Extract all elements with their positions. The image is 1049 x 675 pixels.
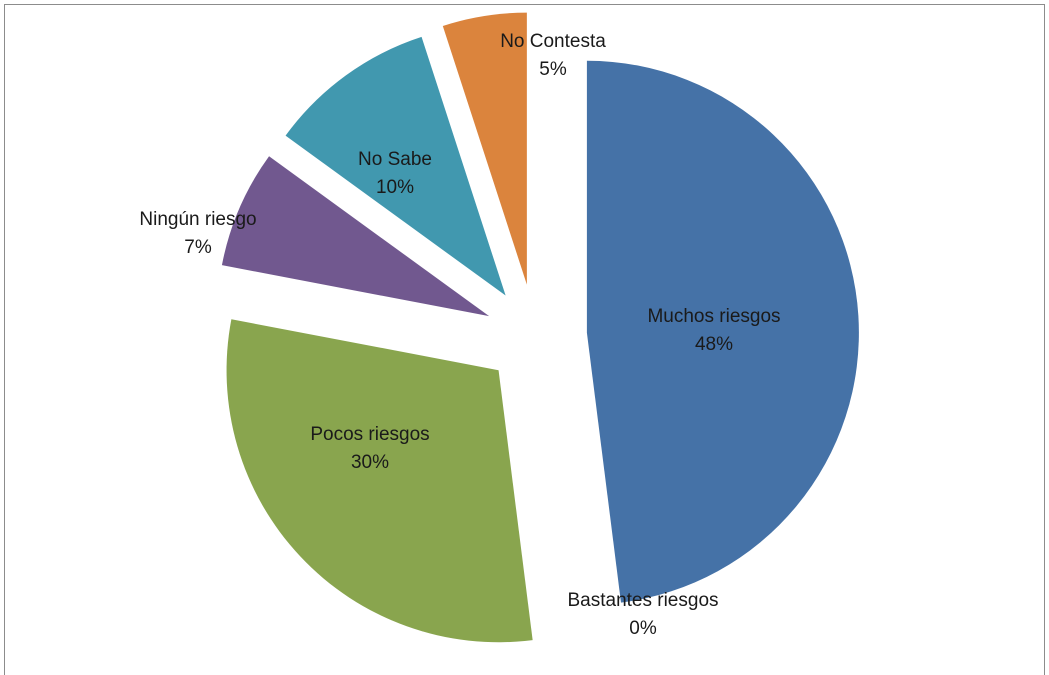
slice-no-contesta bbox=[442, 12, 527, 285]
label-value-no-sabe: 10% bbox=[376, 177, 414, 198]
label-name-bastantes-riesgos: Bastantes riesgos bbox=[567, 590, 718, 611]
label-name-pocos-riesgos: Pocos riesgos bbox=[310, 424, 429, 445]
slice-muchos-riesgos bbox=[586, 60, 859, 603]
label-value-muchos-riesgos: 48% bbox=[695, 334, 733, 355]
label-name-ningun-riesgo: Ningún riesgo bbox=[139, 209, 256, 230]
label-bastantes-riesgos: Bastantes riesgos 0% bbox=[567, 590, 718, 639]
label-name-muchos-riesgos: Muchos riesgos bbox=[647, 306, 780, 327]
label-name-no-sabe: No Sabe bbox=[358, 149, 432, 170]
label-name-no-contesta: No Contesta bbox=[500, 31, 606, 52]
label-no-sabe: No Sabe 10% bbox=[358, 149, 432, 198]
slice-no-sabe bbox=[285, 36, 506, 296]
label-value-no-contesta: 5% bbox=[539, 59, 567, 80]
label-value-bastantes-riesgos: 0% bbox=[629, 618, 657, 639]
label-no-contesta: No Contesta 5% bbox=[500, 31, 606, 80]
label-ningun-riesgo: Ningún riesgo 7% bbox=[139, 209, 256, 258]
slice-labels: Muchos riesgos 48% Bastantes riesgos 0% Poco… bbox=[139, 31, 780, 639]
label-muchos-riesgos: Muchos riesgos 48% bbox=[647, 306, 780, 355]
pie-slices bbox=[221, 12, 859, 643]
slice-ningun-riesgo bbox=[221, 156, 490, 317]
label-pocos-riesgos: Pocos riesgos 30% bbox=[310, 424, 429, 473]
label-value-ningun-riesgo: 7% bbox=[184, 237, 212, 258]
slice-pocos-riesgos bbox=[226, 319, 533, 643]
label-value-pocos-riesgos: 30% bbox=[351, 452, 389, 473]
